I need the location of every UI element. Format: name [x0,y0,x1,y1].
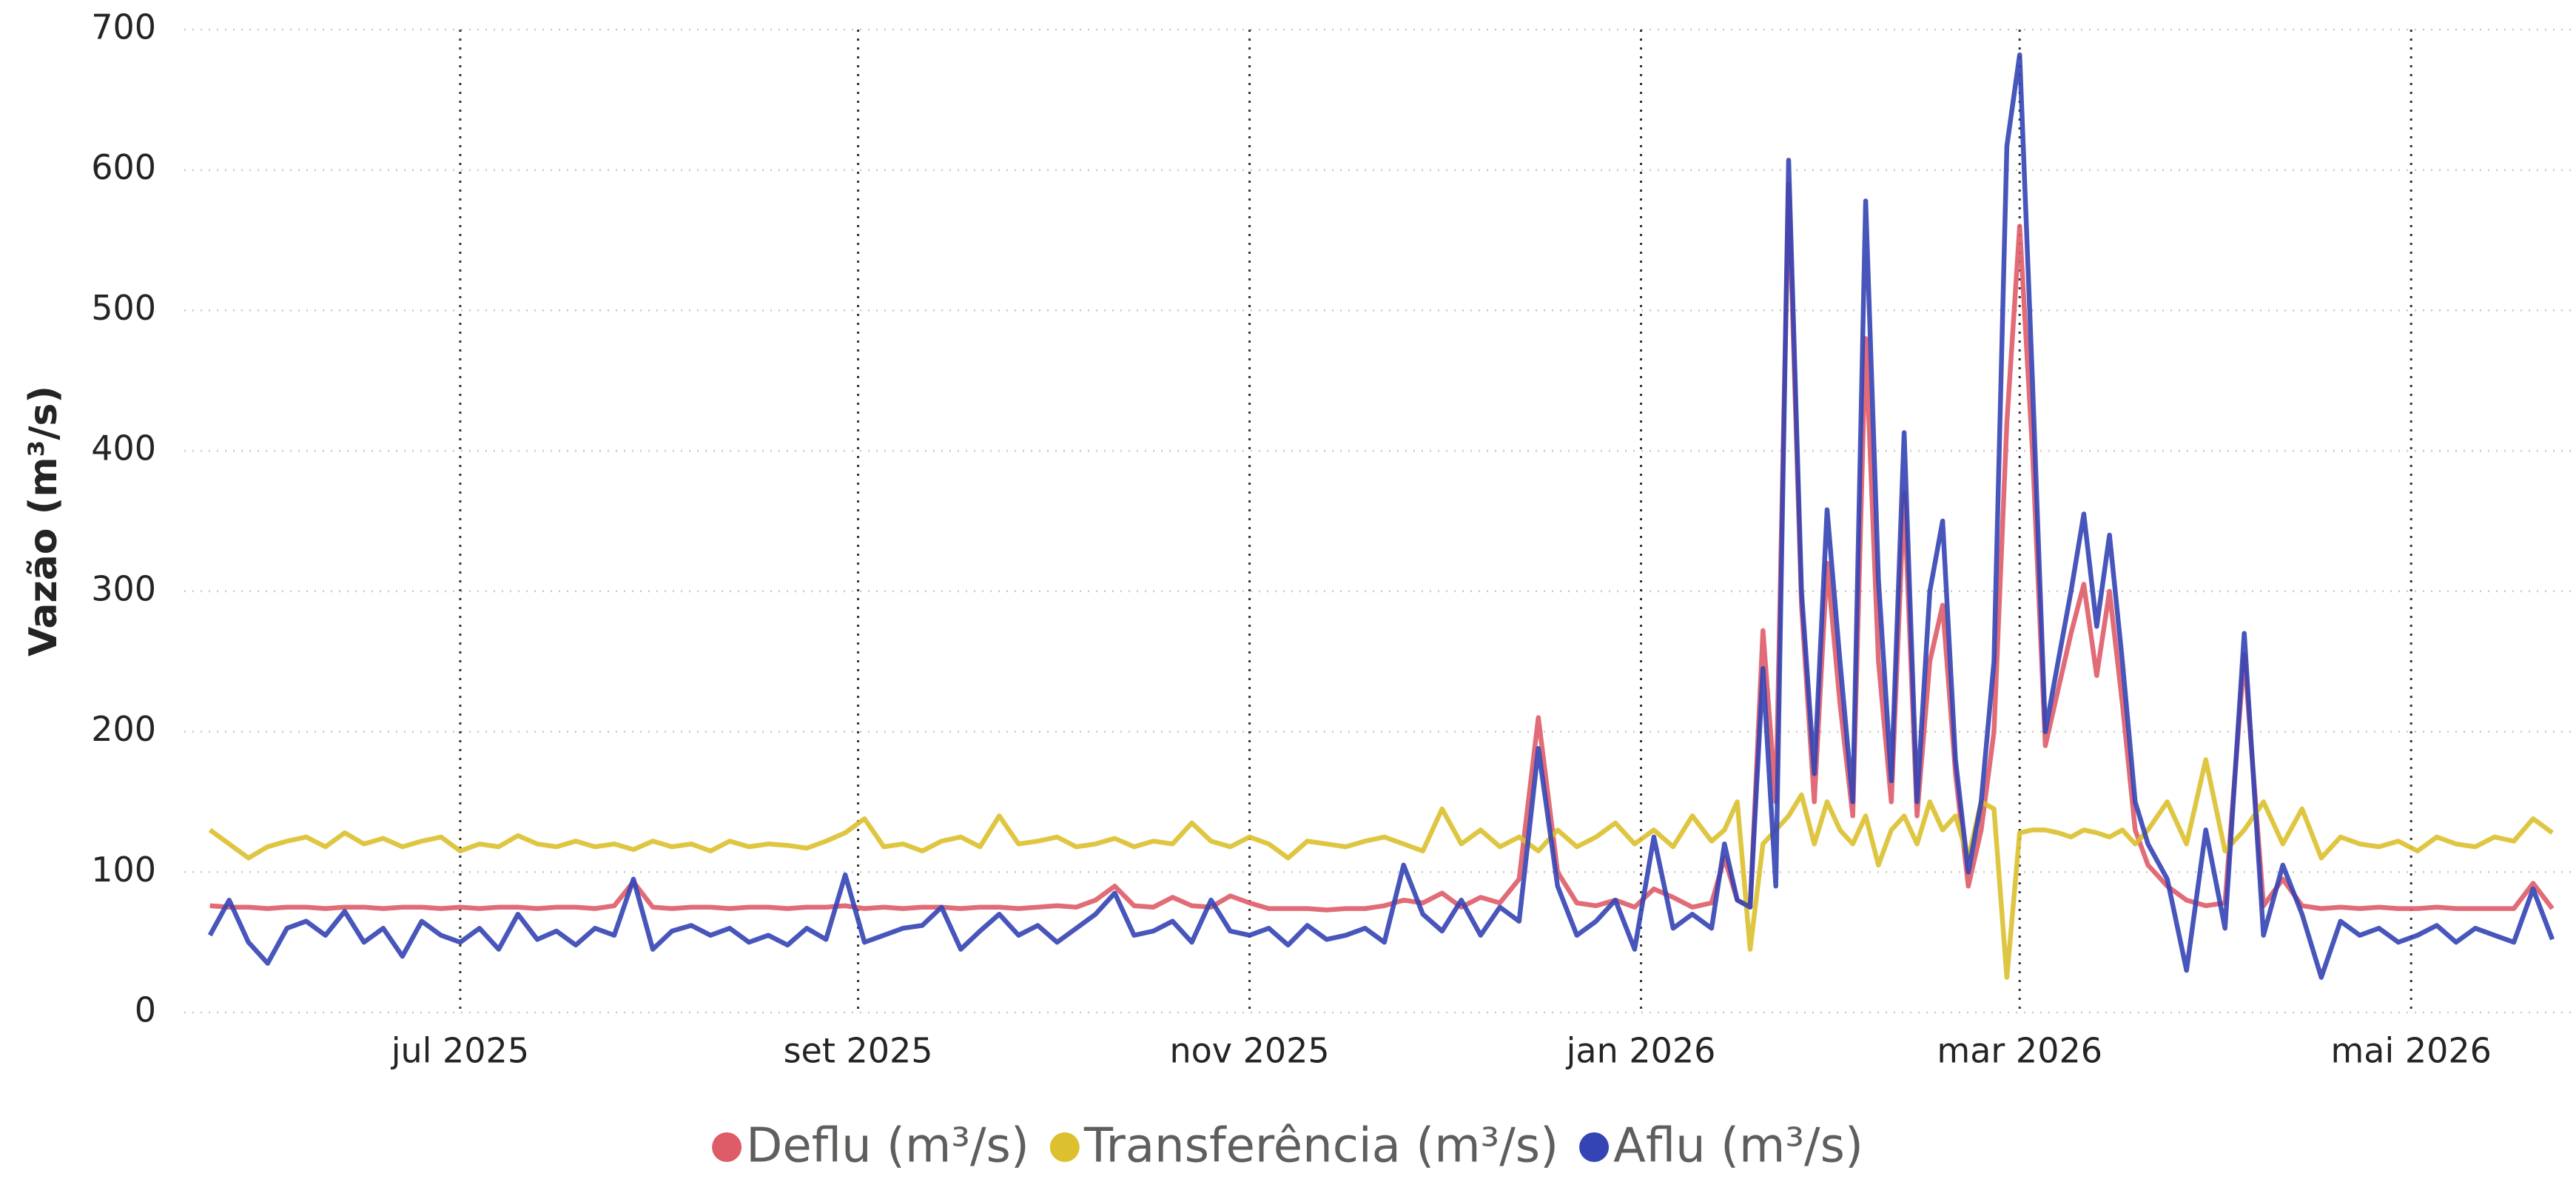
legend-marker [712,1132,742,1162]
y-tick-label: 200 [91,709,156,749]
series-line [208,757,2554,980]
legend-label: Aflu (m³/s) [1613,1119,1863,1174]
legend-label: Deflu (m³/s) [746,1119,1029,1174]
x-tick-label: jul 2025 [391,1031,529,1071]
series-line [207,52,2555,980]
legend: Deflu (m³/s) Transferência (m³/s) Aflu (m³… [712,1119,1863,1174]
y-tick-label: 400 [91,429,156,468]
y-tick-label: 500 [91,288,156,328]
x-tick-label: jan 2026 [1566,1031,1716,1071]
legend-marker [1579,1132,1610,1162]
series-line [209,181,2555,913]
x-tick-label: mai 2026 [2330,1031,2491,1071]
y-tick-label: 700 [91,7,156,47]
legend-marker [1049,1132,1080,1162]
x-tick-label: mar 2026 [1937,1031,2102,1071]
y-axis-title: Vazão (m³/s) [21,386,66,656]
y-tick-label: 600 [91,147,156,187]
x-tick-label: set 2025 [784,1031,933,1071]
x-tick-label: nov 2025 [1169,1031,1329,1071]
y-tick-label: 0 [135,990,156,1030]
y-tick-label: 100 [91,850,156,890]
legend-label: Transferência (m³/s) [1083,1119,1558,1174]
y-tick-label: 300 [91,568,156,608]
